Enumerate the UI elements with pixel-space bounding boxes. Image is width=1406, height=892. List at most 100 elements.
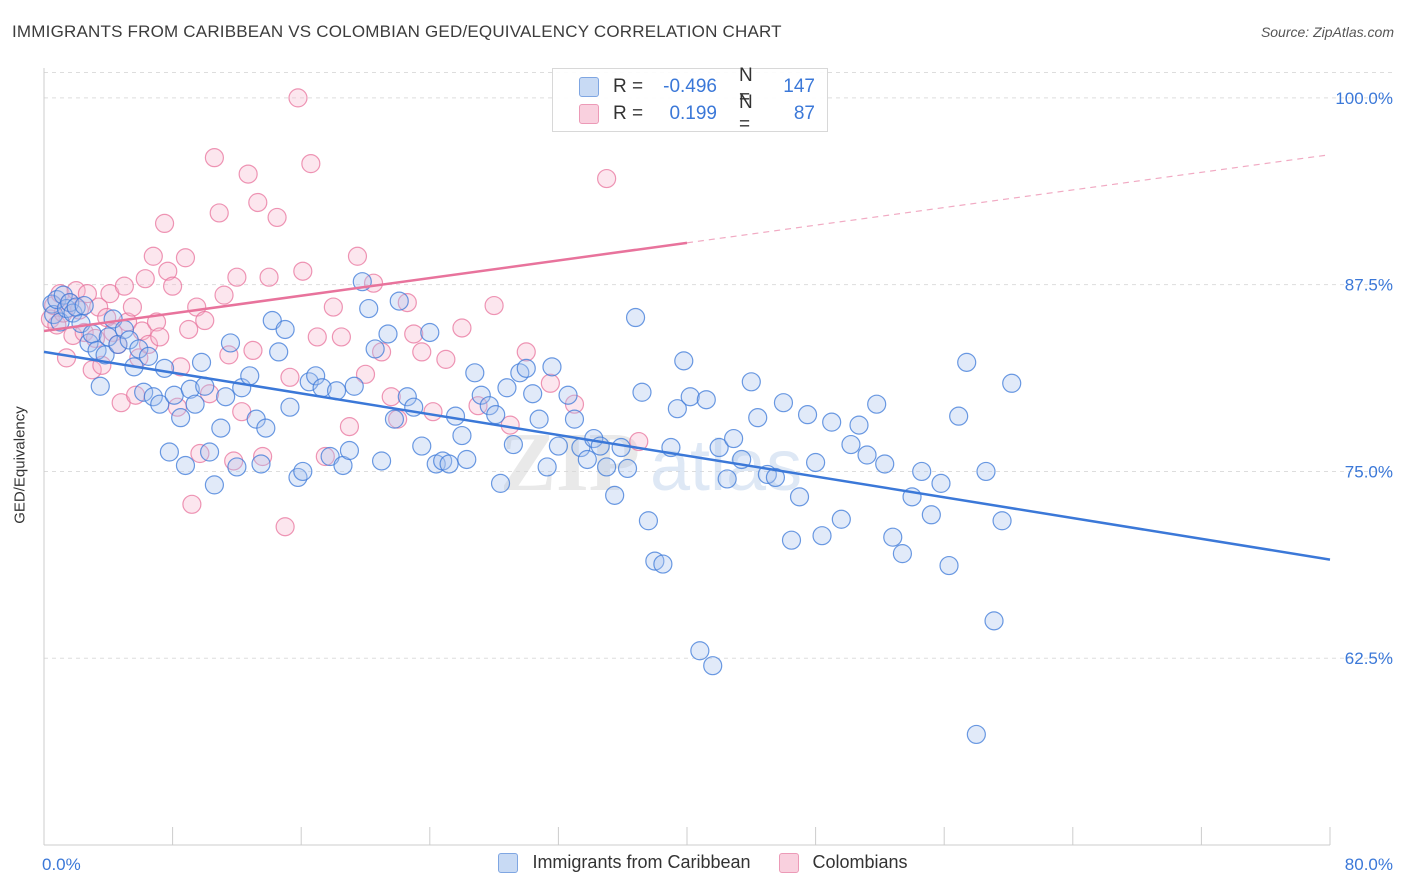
legend-item-caribbean[interactable]: Immigrants from Caribbean (498, 852, 751, 873)
point-caribbean (674, 351, 694, 371)
point-colombian (66, 281, 86, 301)
point-colombian (323, 297, 343, 317)
point-caribbean (439, 454, 459, 474)
point-caribbean (412, 436, 432, 456)
x-tick-label-max: 80.0% (1345, 855, 1393, 874)
point-caribbean (857, 445, 877, 465)
point-caribbean (516, 358, 536, 378)
point-colombian (253, 446, 273, 467)
point-caribbean (822, 412, 842, 432)
point-caribbean (191, 352, 212, 372)
point-caribbean (98, 327, 118, 347)
point-caribbean (503, 434, 523, 455)
point-colombian (412, 342, 432, 362)
point-caribbean (667, 399, 687, 419)
point-caribbean (558, 385, 578, 405)
point-caribbean (199, 442, 220, 462)
y-tick-label: 62.5% (1345, 649, 1393, 668)
legend-n-value: 87 (793, 103, 815, 124)
points-layer (40, 88, 1022, 745)
point-colombian (404, 324, 424, 344)
point-caribbean (220, 333, 241, 353)
point-caribbean (748, 408, 768, 428)
point-caribbean (134, 382, 154, 402)
point-caribbean (577, 449, 597, 470)
legend-item-colombians[interactable]: Colombians (778, 852, 908, 873)
point-caribbean (883, 527, 903, 547)
point-caribbean (529, 409, 549, 429)
point-colombian (135, 269, 155, 289)
legend-n-value: 147 (783, 76, 815, 97)
point-colombian (195, 310, 215, 331)
point-colombian (146, 312, 167, 332)
point-caribbean (949, 406, 969, 426)
point-caribbean (709, 437, 729, 458)
trendline-colombian-extension (686, 154, 1331, 244)
point-caribbean (841, 434, 861, 455)
legend-swatch-pink (579, 104, 599, 124)
legend-n-label: N = (739, 65, 753, 108)
point-colombian (163, 276, 183, 296)
point-caribbean (537, 457, 557, 477)
point-colombian (158, 261, 178, 281)
point-caribbean (280, 397, 300, 417)
legend-r-label: R = (613, 76, 644, 97)
point-caribbean (875, 454, 895, 474)
point-colombian (248, 192, 268, 213)
point-colombian (150, 327, 170, 347)
point-caribbean (344, 376, 364, 396)
point-caribbean (90, 376, 110, 396)
point-colombian (275, 517, 295, 537)
point-caribbean (211, 418, 231, 438)
point-caribbean (849, 415, 869, 435)
point-colombian (219, 345, 239, 365)
point-colombian (436, 349, 456, 369)
point-caribbean (251, 454, 271, 474)
point-colombian (423, 402, 443, 422)
point-colombian (452, 318, 472, 338)
point-colombian (259, 267, 279, 287)
point-caribbean (632, 382, 652, 402)
point-colombian (307, 327, 327, 347)
point-caribbean (976, 461, 996, 482)
point-caribbean (638, 511, 659, 531)
point-caribbean (384, 409, 405, 429)
y-tick-label: 75.0% (1345, 462, 1393, 481)
point-colombian (190, 443, 210, 464)
point-caribbean (773, 393, 794, 413)
point-caribbean (154, 358, 175, 378)
point-caribbean (984, 611, 1004, 631)
point-colombian (227, 267, 247, 287)
point-colombian (77, 284, 98, 304)
legend-r-label: R = (613, 103, 644, 124)
chart-title: IMMIGRANTS FROM CARIBBEAN VS COLOMBIAN G… (12, 22, 782, 41)
point-caribbean (992, 511, 1012, 531)
point-caribbean (542, 357, 562, 377)
point-colombian (355, 364, 376, 384)
trendline-caribbean (43, 350, 1331, 561)
point-colombian (224, 451, 244, 471)
point-caribbean (486, 405, 506, 425)
x-tick-label-min: 0.0% (42, 855, 81, 874)
point-caribbean (781, 530, 802, 550)
point-colombian (516, 342, 536, 362)
point-caribbean (471, 385, 491, 405)
point-caribbean (143, 387, 163, 407)
point-colombian (339, 417, 360, 437)
trendline-colombian (43, 241, 688, 333)
point-colombian (315, 446, 335, 467)
legend-n-label: N = (739, 92, 753, 135)
point-colombian (468, 396, 488, 416)
point-caribbean (690, 641, 710, 661)
tick-label-layer: 62.5% 75.0% 87.5% 100.0% 0.0% 80.0% (42, 89, 1393, 874)
point-caribbean (420, 322, 440, 343)
point-caribbean (523, 384, 543, 404)
point-caribbean (912, 461, 932, 482)
point-colombian (597, 168, 617, 189)
legend-label: Colombians (812, 852, 908, 872)
point-caribbean (306, 366, 326, 386)
point-caribbean (150, 394, 170, 414)
point-colombian (331, 327, 351, 347)
grid-layer (44, 71, 1392, 659)
